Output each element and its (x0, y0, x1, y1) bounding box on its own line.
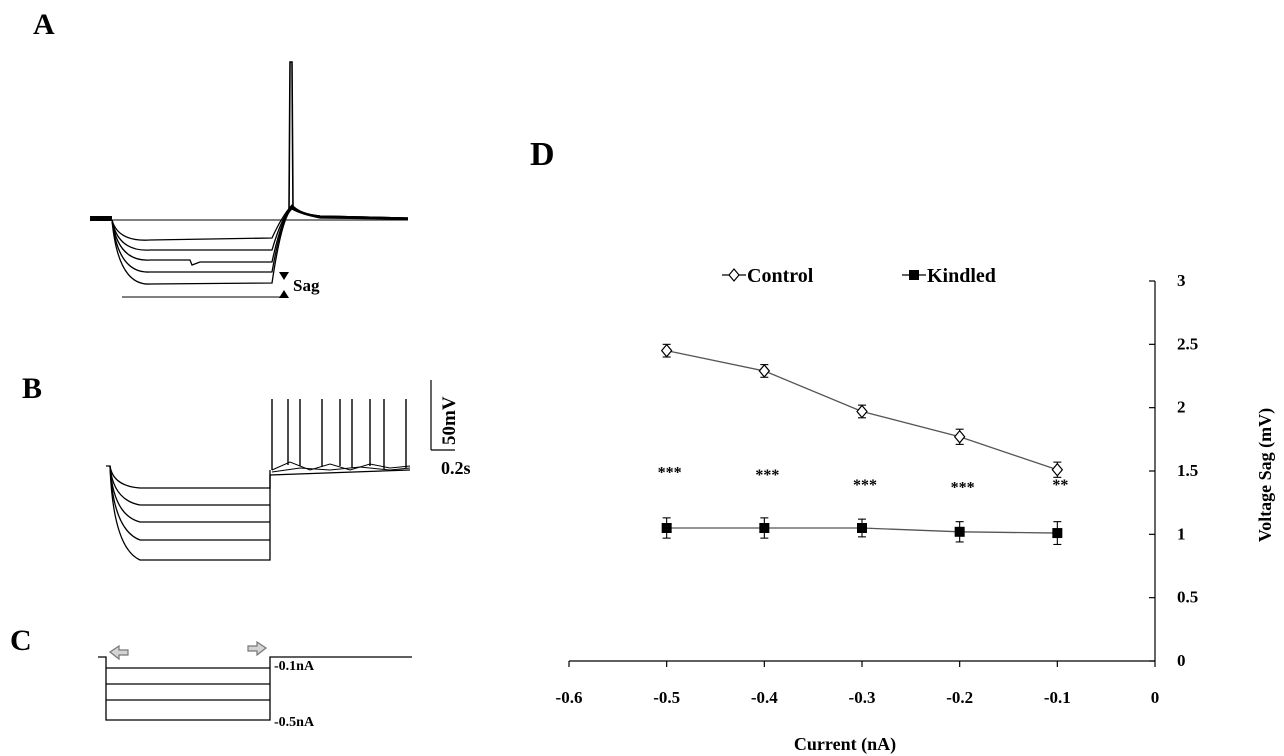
y-axis-label: Voltage Sag (mV) (1255, 408, 1276, 542)
x-axis-label: Current (nA) (794, 734, 896, 755)
sag-label: Sag (293, 276, 320, 295)
data-point-control (660, 343, 673, 358)
y-tick-label: 2 (1177, 398, 1186, 417)
sag-chart: -0.6 -0.5 -0.4 -0.3 -0.2 -0.1 00 0.5 1 1.5 2 2.5 3 **… (556, 265, 1199, 707)
data-point-control (856, 404, 868, 419)
x-tick-label: -0.6 (556, 688, 583, 707)
scale-voltage-label: 50mV (439, 396, 460, 445)
significance-label: ** (1052, 477, 1068, 494)
y-tick-label: 1 (1177, 524, 1186, 543)
panel-d-letter: D (530, 136, 555, 173)
panel-b-letter: B (22, 372, 42, 405)
right-arrow-icon (108, 644, 129, 661)
legend-label-control: Control (747, 265, 814, 287)
current-label-bottom: -0.5nA (274, 715, 315, 730)
legend-marker-kindled (909, 270, 919, 280)
arrow-icons (108, 640, 268, 661)
significance-label: *** (658, 464, 682, 481)
panel-c-letter: C (10, 624, 32, 657)
scale-bar (430, 380, 455, 451)
current-label-top: -0.1nA (274, 659, 315, 674)
data-point-kindled (1052, 528, 1063, 539)
scale-time-label: 0.2s (441, 458, 471, 478)
y-tick-label: 3 (1177, 271, 1186, 290)
x-tick-label: -0.1 (1044, 688, 1071, 707)
data-point-kindled (857, 523, 867, 533)
y-tick-label: 0 (1177, 651, 1186, 670)
data-point-kindled (954, 526, 965, 537)
data-point-kindled (759, 523, 770, 533)
data-point-control (758, 363, 771, 378)
legend-label-kindled: Kindled (927, 265, 996, 287)
left-arrow-icon (247, 640, 268, 657)
y-tick-label: 0.5 (1177, 588, 1198, 607)
sag-arrows (279, 272, 289, 298)
y-tick-label: 1.5 (1177, 461, 1198, 480)
panel-a-traces (90, 61, 409, 298)
panel-c-steps (98, 656, 412, 721)
data-point-kindled (661, 523, 672, 533)
data-point-control (953, 429, 966, 444)
y-tick-label: 2.5 (1177, 334, 1198, 353)
panel-b-traces (106, 399, 411, 561)
legend-marker-control (728, 268, 740, 282)
x-tick-label: 0 (1151, 688, 1160, 707)
x-tick-label: -0.5 (653, 688, 680, 707)
x-tick-label: -0.3 (849, 688, 876, 707)
significance-label: *** (951, 480, 975, 497)
data-point-control (1051, 462, 1064, 477)
x-tick-label: -0.4 (751, 688, 778, 707)
panel-a-letter: A (33, 8, 55, 41)
significance-label: *** (755, 467, 779, 484)
significance-label: *** (853, 477, 877, 494)
x-tick-label: -0.2 (946, 688, 973, 707)
